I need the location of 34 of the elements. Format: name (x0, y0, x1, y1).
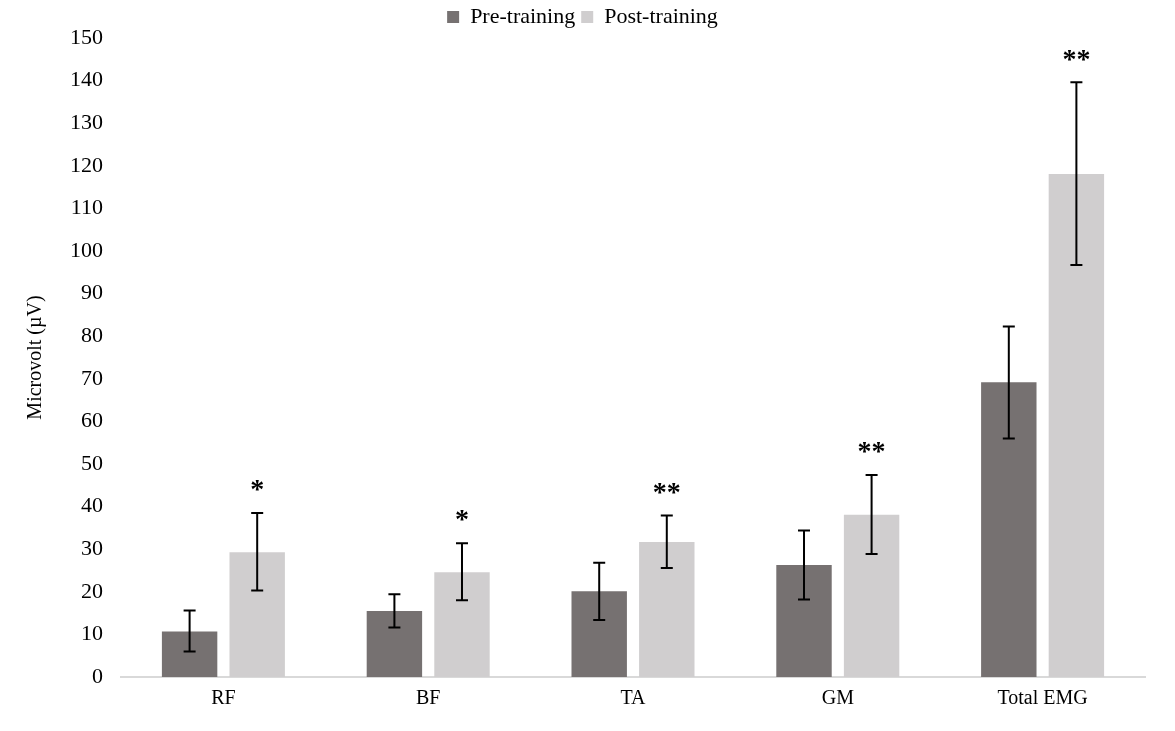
y-tick-label: 140 (70, 66, 103, 92)
bar (366, 610, 423, 677)
y-tick-label: 150 (70, 23, 103, 49)
annotation: ** (652, 475, 681, 507)
legend-label: Post-training (604, 2, 718, 28)
y-tick-label: 40 (81, 492, 103, 518)
y-tick-label: 130 (70, 108, 103, 134)
legend-label: Pre-training (470, 2, 576, 28)
x-tick-label: GM (821, 686, 855, 709)
x-tick-label: Total EMG (997, 686, 1088, 709)
y-axis-title: Microvolt (µV) (23, 295, 47, 420)
annotation: * (454, 503, 469, 535)
annotation: * (250, 473, 265, 505)
y-tick-label: 0 (92, 662, 103, 688)
y-tick-label: 110 (70, 194, 103, 220)
y-tick-label: 50 (81, 449, 103, 475)
y-tick-label: 30 (81, 534, 103, 560)
x-tick-label: TA (620, 686, 647, 709)
x-tick-label: RF (211, 686, 236, 709)
y-tick-label: 70 (81, 364, 103, 390)
y-tick-label: 90 (81, 279, 103, 305)
y-tick-label: 20 (81, 577, 103, 603)
y-tick-label: 10 (81, 620, 103, 646)
y-tick-label: 100 (70, 236, 103, 262)
bar (571, 591, 627, 677)
bar (776, 564, 832, 677)
annotation: ** (857, 435, 886, 467)
y-tick-label: 80 (81, 321, 103, 347)
bar (981, 382, 1037, 677)
y-tick-label: 120 (70, 151, 103, 177)
annotation: ** (1062, 42, 1091, 74)
y-tick-label: 60 (81, 407, 103, 433)
x-tick-label: BF (415, 686, 441, 709)
bar (161, 631, 218, 677)
